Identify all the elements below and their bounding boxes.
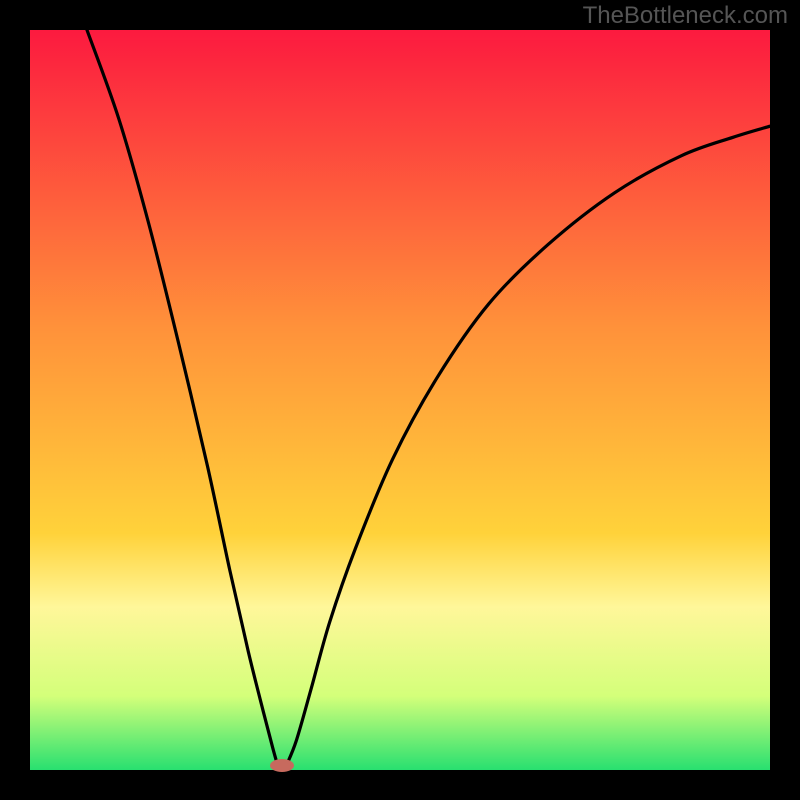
- plot-area: [30, 30, 770, 770]
- touch-point-marker: [270, 759, 294, 772]
- chart-container: TheBottleneck.com: [0, 0, 800, 800]
- curve-right-branch: [286, 126, 770, 766]
- watermark-text: TheBottleneck.com: [583, 2, 788, 30]
- bottleneck-curve: [30, 30, 770, 770]
- curve-left-branch: [87, 30, 278, 766]
